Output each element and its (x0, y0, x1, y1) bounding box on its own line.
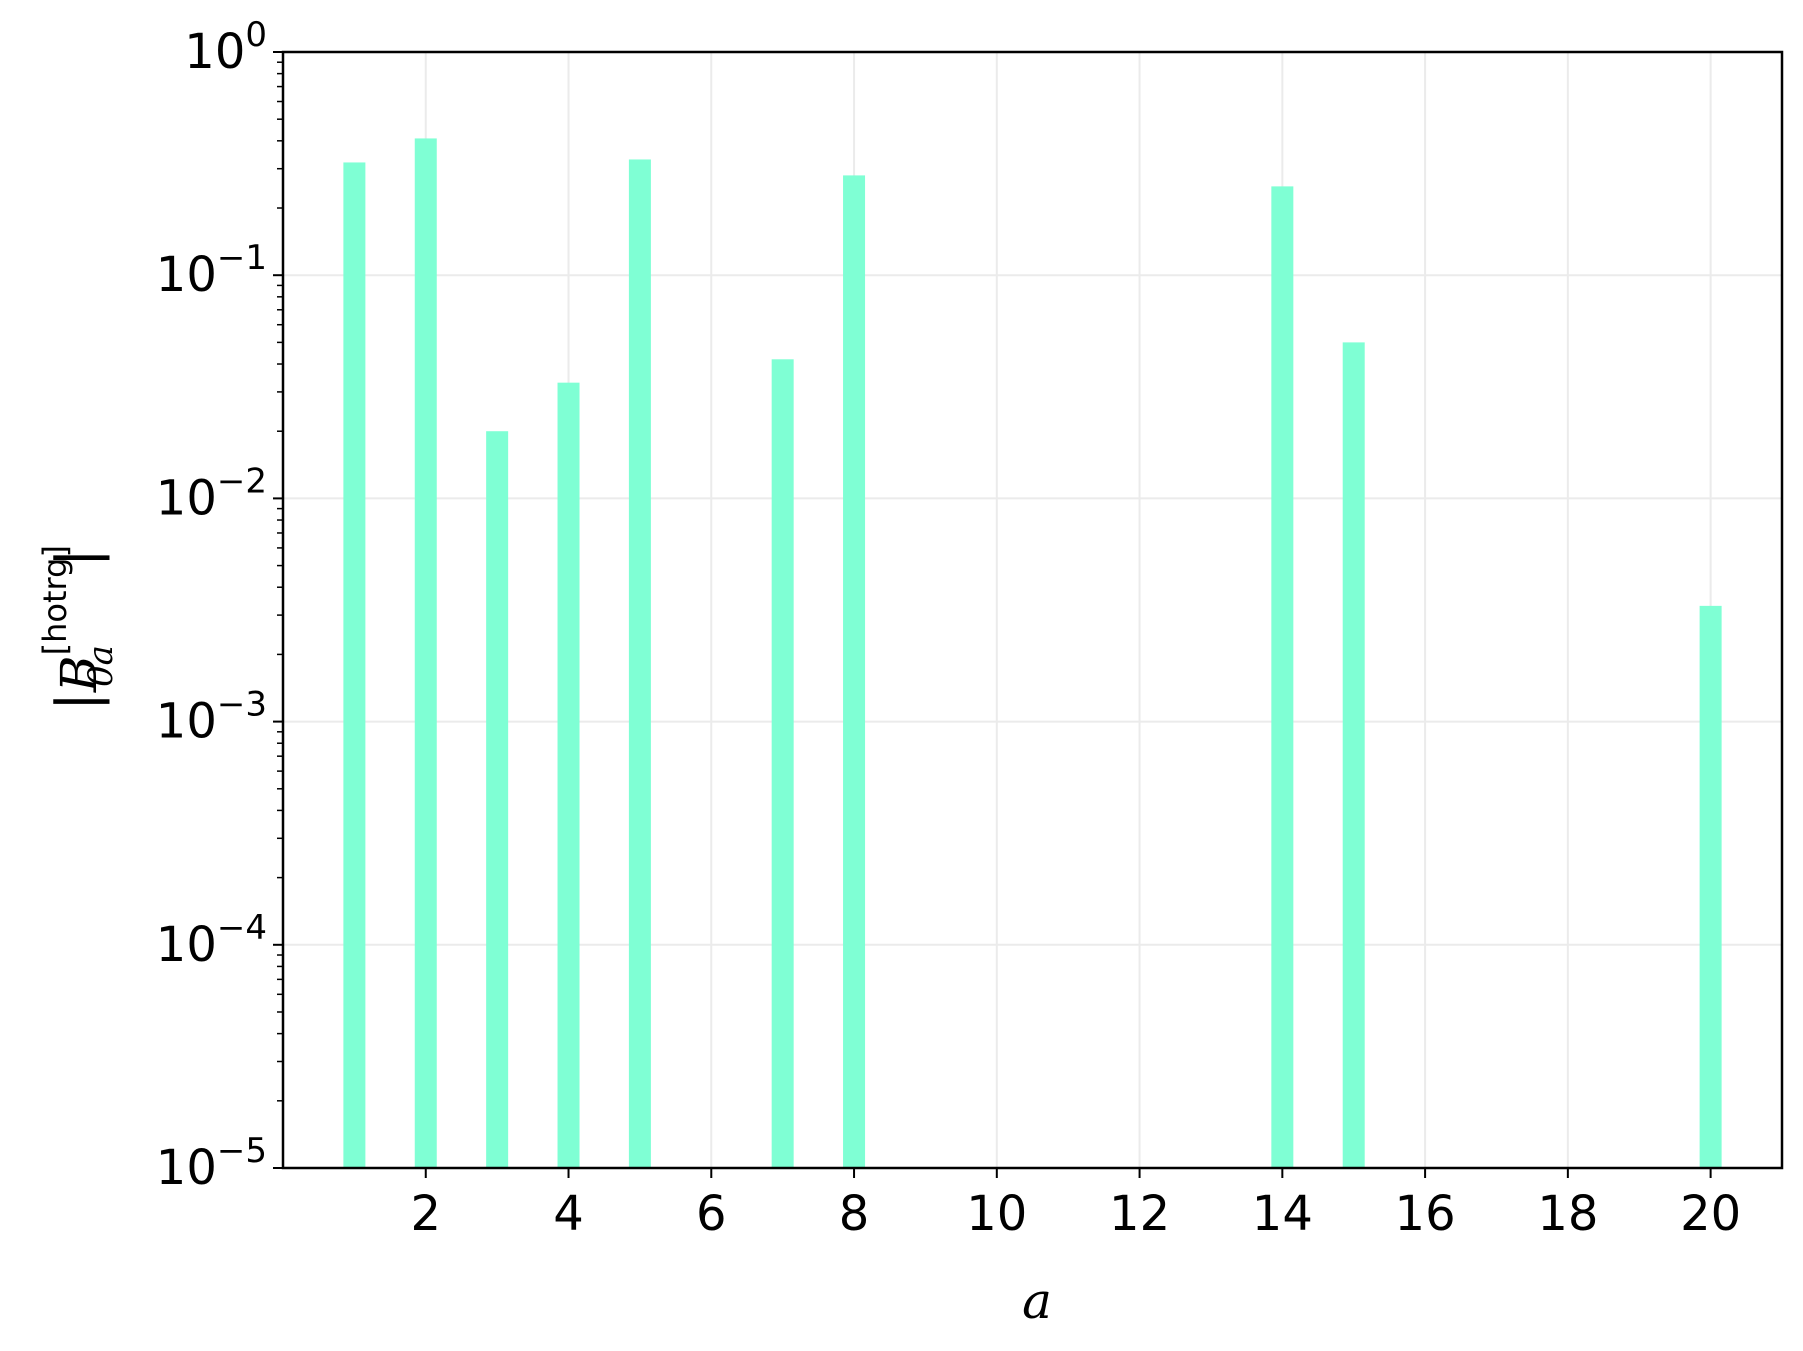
y-axis: 100 10−1 10−2 10−3 10−4 10−5 (156, 15, 283, 1196)
bar-a-1 (343, 162, 366, 1168)
bar-a-15 (1342, 342, 1365, 1168)
y-tick-label: 10−2 (156, 461, 267, 526)
x-tick-label: 8 (839, 1186, 870, 1242)
bars (343, 138, 1722, 1169)
x-tick-label: 20 (1680, 1186, 1741, 1242)
y-axis-label-superscript: [hotrg] (36, 545, 74, 655)
x-tick-label: 16 (1395, 1186, 1456, 1242)
plot-frame (281, 50, 1784, 1170)
x-axis: 2 4 6 8 10 12 14 16 18 20 (410, 1168, 1741, 1242)
bar-a-5 (628, 159, 651, 1169)
y-tick-label: 10−5 (156, 1131, 267, 1196)
bar-a-7 (771, 359, 794, 1168)
x-axis-label: a (1022, 1272, 1052, 1330)
x-tick-label: 10 (966, 1186, 1027, 1242)
y-axis-label: |B[hotrg]0a| (36, 545, 121, 711)
y-axis-label-symbol: B (50, 655, 108, 693)
y-tick-label: 10−3 (156, 685, 267, 750)
x-tick-label: 6 (696, 1186, 727, 1242)
x-tick-label: 4 (553, 1186, 584, 1242)
bar-a-2 (414, 138, 437, 1168)
bar-a-20 (1699, 605, 1722, 1168)
x-tick-label: 2 (410, 1186, 441, 1242)
y-tick-label: 10−1 (156, 238, 267, 303)
bar-a-8 (843, 175, 866, 1168)
x-tick-label: 18 (1537, 1186, 1598, 1242)
x-tick-label: 12 (1109, 1186, 1170, 1242)
svg-text:|B[hotrg]0a|: |B[hotrg]0a| (36, 545, 121, 711)
bar-a-14 (1271, 186, 1294, 1169)
y-tick-label: 100 (184, 15, 267, 80)
bar-a-3 (486, 431, 509, 1169)
bar-a-4 (557, 382, 580, 1168)
y-axis-label-subscript: 0a (81, 645, 121, 687)
x-tick-label: 14 (1252, 1186, 1313, 1242)
y-tick-label: 10−4 (156, 908, 267, 973)
